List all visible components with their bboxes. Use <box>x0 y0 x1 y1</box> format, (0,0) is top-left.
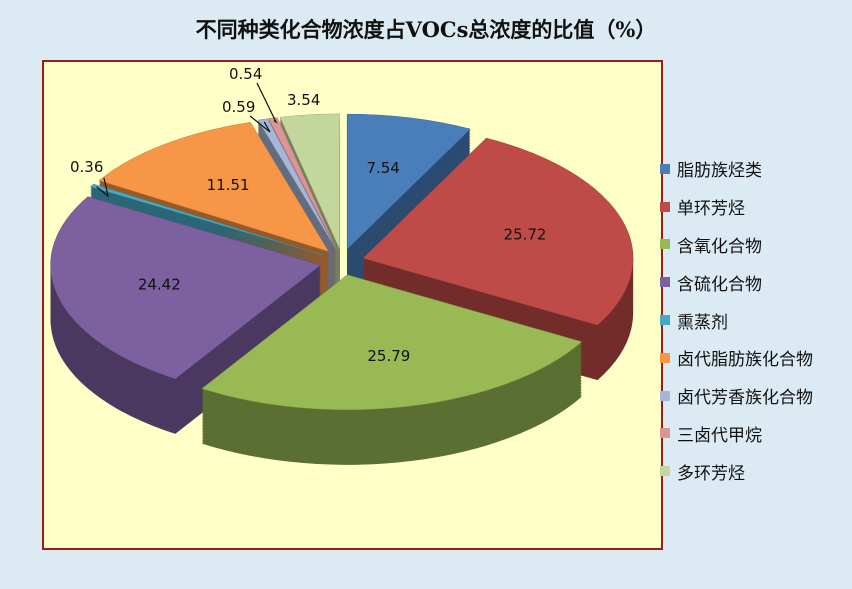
data-label: 25.72 <box>504 225 547 243</box>
pie-slice <box>346 113 471 250</box>
legend-label: 脂肪族烃类 <box>677 161 762 182</box>
legend-label: 熏蒸剂 <box>677 312 728 333</box>
legend-item: 三卤代甲烷 <box>660 415 813 453</box>
legend-swatch <box>660 201 670 212</box>
data-label: 0.36 <box>70 158 103 176</box>
data-label: 0.59 <box>222 98 255 116</box>
data-label: 11.51 <box>207 176 250 194</box>
legend-item: 卤代脂肪族化合物 <box>660 339 813 377</box>
data-label: 0.54 <box>229 65 262 83</box>
legend-item: 脂肪族烃类 <box>660 150 813 188</box>
legend-label: 卤代脂肪族化合物 <box>677 350 813 371</box>
pie-slice <box>257 118 337 250</box>
legend-swatch <box>660 390 670 401</box>
legend-swatch <box>660 315 670 326</box>
legend-swatch <box>660 428 670 439</box>
legend-swatch <box>660 466 670 477</box>
legend-label: 卤代芳香族化合物 <box>677 388 813 409</box>
pie-slice <box>267 117 338 250</box>
legend-label: 单环芳烃 <box>677 199 745 220</box>
pie-slice <box>279 113 340 249</box>
legend-label: 多环芳烃 <box>677 463 745 484</box>
legend-item: 卤代芳香族化合物 <box>660 377 813 415</box>
data-label: 24.42 <box>138 276 181 294</box>
legend-swatch <box>660 239 670 250</box>
data-label: 3.54 <box>287 91 320 109</box>
pie-slice <box>362 137 634 326</box>
legend-item: 含硫化合物 <box>660 263 813 301</box>
legend-label: 含氧化合物 <box>677 236 762 257</box>
legend-label: 含硫化合物 <box>677 274 762 295</box>
legend-item: 多环芳烃 <box>660 452 813 490</box>
legend-item: 单环芳烃 <box>660 188 813 226</box>
pie-slice <box>201 274 583 411</box>
pie-slice <box>50 196 322 380</box>
pie-chart: 7.54 25.72 25.79 24.42 0.36 11.51 0.59 0.54 3.54 <box>50 65 634 465</box>
legend-item: 熏蒸剂 <box>660 301 813 339</box>
plot-area: 7.54 25.72 25.79 24.42 0.36 11.51 0.59 0.54 3.54 <box>42 60 663 550</box>
legend-item: 含氧化合物 <box>660 226 813 264</box>
data-label: 25.79 <box>367 347 410 365</box>
legend-label: 三卤代甲烷 <box>677 425 762 446</box>
legend: 脂肪族烃类 单环芳烃 含氧化合物 含硫化合物 熏蒸剂 卤代脂肪族化合物 卤代芳香… <box>660 150 813 490</box>
leader-line <box>256 82 278 124</box>
legend-swatch <box>660 277 670 288</box>
chart-title: 不同种类化合物浓度占VOCs总浓度的比值（%） <box>195 17 657 42</box>
pie-slice <box>98 122 330 252</box>
leader-line <box>249 115 271 133</box>
legend-swatch <box>660 163 670 174</box>
data-label: 7.54 <box>366 159 399 177</box>
legend-swatch <box>660 352 670 363</box>
leader-line <box>96 177 109 198</box>
pie-slice <box>89 183 324 256</box>
